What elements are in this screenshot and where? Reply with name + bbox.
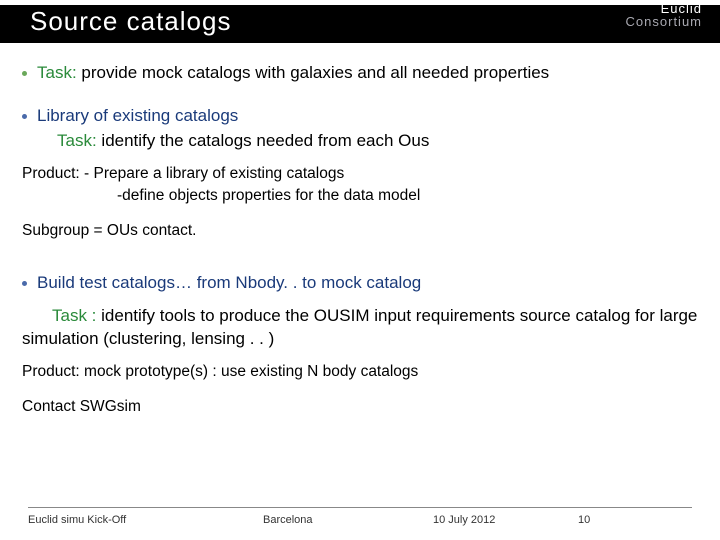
bullet-3: Build test catalogs… from Nbody. . to mo… [22, 272, 698, 295]
bullet-3-task: Task : identify tools to produce the OUS… [22, 305, 698, 351]
task-text: provide mock catalogs with galaxies and … [77, 63, 550, 82]
task-text: identify tools to produce the OUSIM inpu… [22, 306, 697, 348]
bullet-icon [22, 281, 27, 286]
bullet-1-text: Task: provide mock catalogs with galaxie… [37, 62, 549, 85]
footer: Euclid simu Kick-Off Barcelona 10 July 2… [28, 507, 692, 526]
bullet-icon [22, 114, 27, 119]
subgroup-line: Subgroup = OUs contact. [22, 220, 698, 242]
product-line-2: -define objects properties for the data … [117, 185, 698, 207]
task-label: Task: [37, 63, 77, 82]
contact-line: Contact SWGsim [22, 396, 698, 418]
logo-block: Euclid Consortium [626, 2, 702, 28]
bullet-icon [22, 71, 27, 76]
product-text-1: - Prepare a library of existing catalogs [80, 165, 344, 182]
footer-left: Euclid simu Kick-Off [28, 514, 263, 526]
bullet-2: Library of existing catalogs [22, 105, 698, 128]
bullet-2-head: Library of existing catalogs [37, 105, 238, 128]
task-text: identify the catalogs needed from each O… [97, 131, 430, 150]
footer-page: 10 [578, 514, 590, 526]
task-label: Task : [52, 306, 96, 325]
bullet-1: Task: provide mock catalogs with galaxie… [22, 62, 698, 85]
bullet-3-head: Build test catalogs… from Nbody. . to mo… [37, 272, 421, 295]
footer-text: Euclid simu Kick-Off Barcelona 10 July 2… [28, 514, 692, 526]
bullet-2-task: Task: identify the catalogs needed from … [57, 130, 698, 153]
task-label: Task: [57, 131, 97, 150]
content-area: Task: provide mock catalogs with galaxie… [22, 62, 698, 418]
product-line-3: Product: mock prototype(s) : use existin… [22, 361, 698, 383]
page-title: Source catalogs [30, 6, 231, 37]
product-label: Product: [22, 165, 80, 182]
product-line-1: Product: - Prepare a library of existing… [22, 163, 698, 185]
logo-line-2: Consortium [626, 15, 702, 28]
footer-center: Barcelona [263, 514, 433, 526]
footer-date: 10 July 2012 [433, 514, 578, 526]
footer-divider [28, 507, 692, 508]
